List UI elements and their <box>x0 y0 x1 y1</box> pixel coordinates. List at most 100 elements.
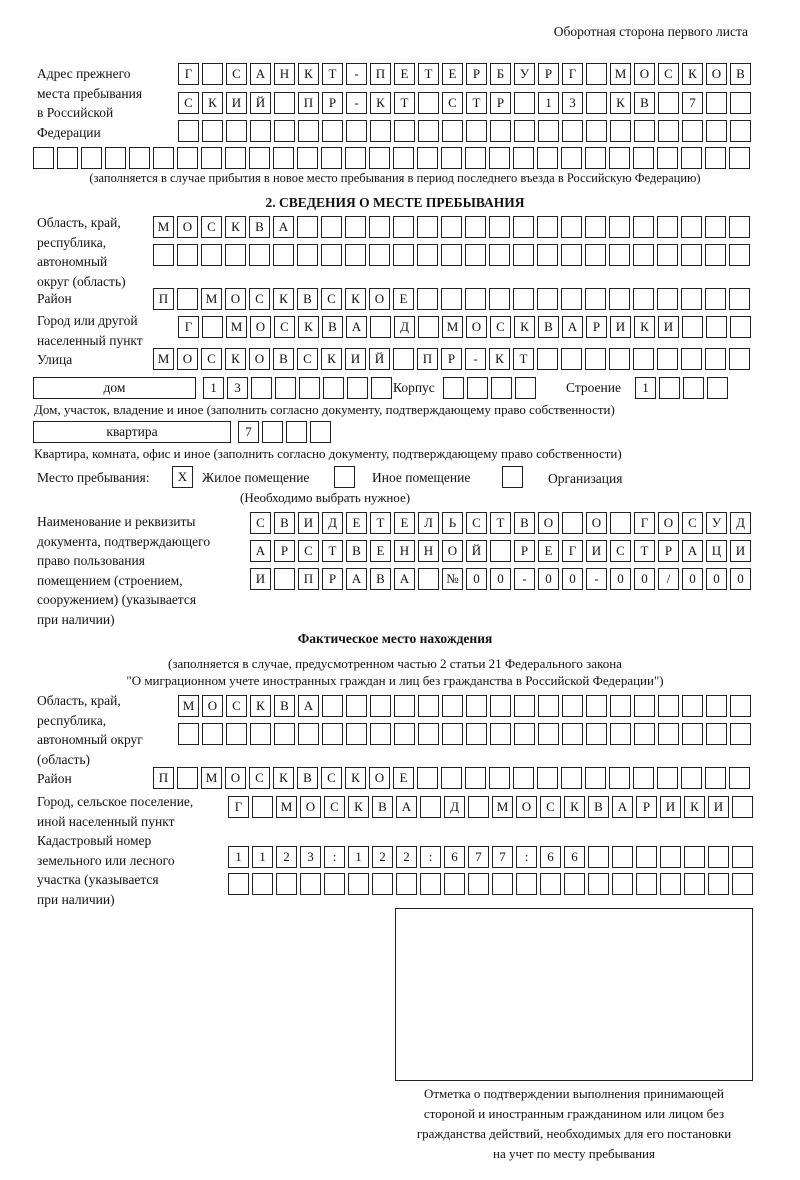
char-cell[interactable] <box>684 873 705 895</box>
char-cell[interactable]: Е <box>346 512 367 534</box>
char-cell[interactable] <box>370 695 391 717</box>
char-cell[interactable]: В <box>273 348 294 370</box>
char-cell[interactable] <box>612 873 633 895</box>
char-cell[interactable]: С <box>298 540 319 562</box>
char-cell[interactable] <box>682 695 703 717</box>
char-cell[interactable]: А <box>612 796 633 818</box>
char-cell[interactable] <box>418 695 439 717</box>
char-cell[interactable]: Н <box>274 63 295 85</box>
char-cell[interactable] <box>201 147 222 169</box>
char-cell[interactable]: - <box>346 63 367 85</box>
char-cell[interactable]: Р <box>514 540 535 562</box>
char-cell[interactable]: Т <box>322 63 343 85</box>
char-cell[interactable] <box>540 873 561 895</box>
char-cell[interactable] <box>252 796 273 818</box>
char-cell[interactable] <box>228 873 249 895</box>
char-cell[interactable] <box>369 244 390 266</box>
char-cell[interactable]: О <box>177 216 198 238</box>
char-cell[interactable] <box>417 288 438 310</box>
char-cell[interactable]: С <box>442 92 463 114</box>
char-cell[interactable]: У <box>706 512 727 534</box>
char-cell[interactable]: К <box>225 348 246 370</box>
char-cell[interactable]: : <box>516 846 537 868</box>
char-cell[interactable] <box>226 723 247 745</box>
char-cell[interactable] <box>513 216 534 238</box>
char-cell[interactable]: Т <box>370 512 391 534</box>
char-cell[interactable]: Д <box>394 316 415 338</box>
char-cell[interactable]: К <box>634 316 655 338</box>
char-cell[interactable] <box>633 767 654 789</box>
char-cell[interactable] <box>371 377 392 399</box>
char-cell[interactable] <box>298 723 319 745</box>
char-cell[interactable]: 1 <box>228 846 249 868</box>
char-cell[interactable]: Н <box>418 540 439 562</box>
char-cell[interactable]: О <box>706 63 727 85</box>
char-cell[interactable] <box>682 120 703 142</box>
char-cell[interactable] <box>730 695 751 717</box>
char-cell[interactable] <box>489 767 510 789</box>
char-cell[interactable] <box>538 723 559 745</box>
char-cell[interactable]: С <box>321 288 342 310</box>
char-cell[interactable] <box>657 348 678 370</box>
char-cell[interactable] <box>561 348 582 370</box>
char-cell[interactable] <box>275 377 296 399</box>
char-cell[interactable] <box>177 147 198 169</box>
char-cell[interactable] <box>681 288 702 310</box>
char-cell[interactable] <box>490 120 511 142</box>
char-cell[interactable]: В <box>514 512 535 534</box>
char-cell[interactable]: И <box>610 316 631 338</box>
char-cell[interactable] <box>586 92 607 114</box>
char-cell[interactable] <box>681 216 702 238</box>
char-cell[interactable] <box>586 723 607 745</box>
char-cell[interactable]: 0 <box>610 568 631 590</box>
char-cell[interactable]: К <box>564 796 585 818</box>
char-cell[interactable] <box>610 723 631 745</box>
char-cell[interactable]: О <box>369 288 390 310</box>
flat-type-field[interactable]: квартира <box>33 421 231 443</box>
char-cell[interactable] <box>682 316 703 338</box>
char-cell[interactable] <box>537 244 558 266</box>
char-cell[interactable]: И <box>730 540 751 562</box>
char-cell[interactable]: № <box>442 568 463 590</box>
char-cell[interactable]: О <box>466 316 487 338</box>
char-cell[interactable] <box>730 92 751 114</box>
char-cell[interactable] <box>657 147 678 169</box>
char-cell[interactable] <box>561 147 582 169</box>
char-cell[interactable]: Е <box>394 63 415 85</box>
char-cell[interactable] <box>442 723 463 745</box>
char-cell[interactable]: 1 <box>203 377 224 399</box>
char-cell[interactable]: Р <box>586 316 607 338</box>
char-cell[interactable]: С <box>250 512 271 534</box>
char-cell[interactable] <box>562 120 583 142</box>
char-cell[interactable] <box>681 244 702 266</box>
char-cell[interactable]: Й <box>466 540 487 562</box>
char-cell[interactable] <box>346 723 367 745</box>
char-cell[interactable] <box>684 846 705 868</box>
char-cell[interactable] <box>609 244 630 266</box>
char-cell[interactable] <box>730 723 751 745</box>
char-cell[interactable]: О <box>177 348 198 370</box>
char-cell[interactable]: К <box>273 767 294 789</box>
char-cell[interactable] <box>636 846 657 868</box>
char-cell[interactable] <box>394 723 415 745</box>
char-cell[interactable] <box>636 873 657 895</box>
char-cell[interactable]: С <box>274 316 295 338</box>
char-cell[interactable]: М <box>201 767 222 789</box>
char-cell[interactable]: С <box>297 348 318 370</box>
char-cell[interactable] <box>417 216 438 238</box>
char-cell[interactable] <box>682 723 703 745</box>
char-cell[interactable]: М <box>201 288 222 310</box>
char-cell[interactable] <box>274 120 295 142</box>
char-cell[interactable] <box>657 216 678 238</box>
char-cell[interactable] <box>490 695 511 717</box>
char-cell[interactable] <box>657 244 678 266</box>
char-cell[interactable]: 1 <box>635 377 656 399</box>
char-cell[interactable] <box>729 216 750 238</box>
char-cell[interactable] <box>345 147 366 169</box>
char-cell[interactable]: С <box>324 796 345 818</box>
char-cell[interactable]: Е <box>393 288 414 310</box>
char-cell[interactable]: О <box>249 348 270 370</box>
char-cell[interactable]: Б <box>490 63 511 85</box>
char-cell[interactable]: К <box>225 216 246 238</box>
char-cell[interactable]: К <box>370 92 391 114</box>
